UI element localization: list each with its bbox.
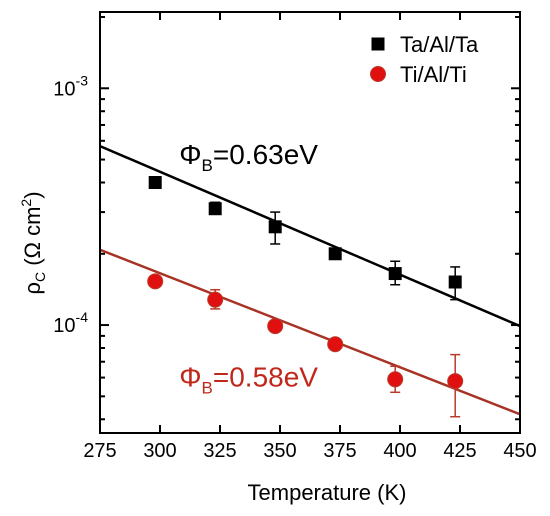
axes <box>99 11 521 434</box>
data-point <box>327 336 344 353</box>
data-point <box>208 202 222 216</box>
x-tick-label: 400 <box>383 440 416 462</box>
data-point <box>207 291 224 308</box>
legend-label: Ta/Al/Ta <box>400 32 479 57</box>
x-tick-label: 450 <box>503 440 536 462</box>
legend-label: Ti/Al/Ti <box>400 62 467 87</box>
x-tick-label: 425 <box>443 440 476 462</box>
data-point <box>447 373 464 390</box>
x-tick-labels: 275 300 325 350 375 400 425 450 <box>83 440 536 462</box>
annotations: ΦB=0.63eV ΦB=0.58eV <box>179 139 318 398</box>
data-point <box>388 267 402 281</box>
barrier-height-annotation: ΦB=0.58eV <box>179 362 318 398</box>
data-point <box>267 318 284 335</box>
x-tick-label: 300 <box>143 440 176 462</box>
legend-marker <box>371 37 385 51</box>
legend: Ta/Al/Ta Ti/Al/Ti <box>370 32 479 87</box>
plot-frame <box>99 11 521 434</box>
data-markers <box>147 176 464 390</box>
x-tick-label: 325 <box>203 440 236 462</box>
y-tick-label: 10-3 <box>53 72 88 100</box>
x-tick-label: 350 <box>263 440 296 462</box>
legend-marker <box>370 66 386 82</box>
y-tick-labels: 10-3 10-4 <box>53 72 88 337</box>
barrier-height-annotation: ΦB=0.63eV <box>179 139 318 175</box>
data-point <box>147 273 164 290</box>
data-point <box>268 220 282 234</box>
y-axis-label: ρC (Ω cm2) <box>18 191 48 294</box>
data-point <box>387 371 404 388</box>
y-tick-label: 10-4 <box>53 309 88 337</box>
data-point <box>148 176 162 190</box>
data-point <box>328 247 342 261</box>
data-point <box>448 275 462 289</box>
x-axis-label: Temperature (K) <box>248 480 407 505</box>
fit-line-Ta/Al/Ta <box>99 144 521 328</box>
x-tick-label: 275 <box>83 440 116 462</box>
x-tick-label: 375 <box>323 440 356 462</box>
